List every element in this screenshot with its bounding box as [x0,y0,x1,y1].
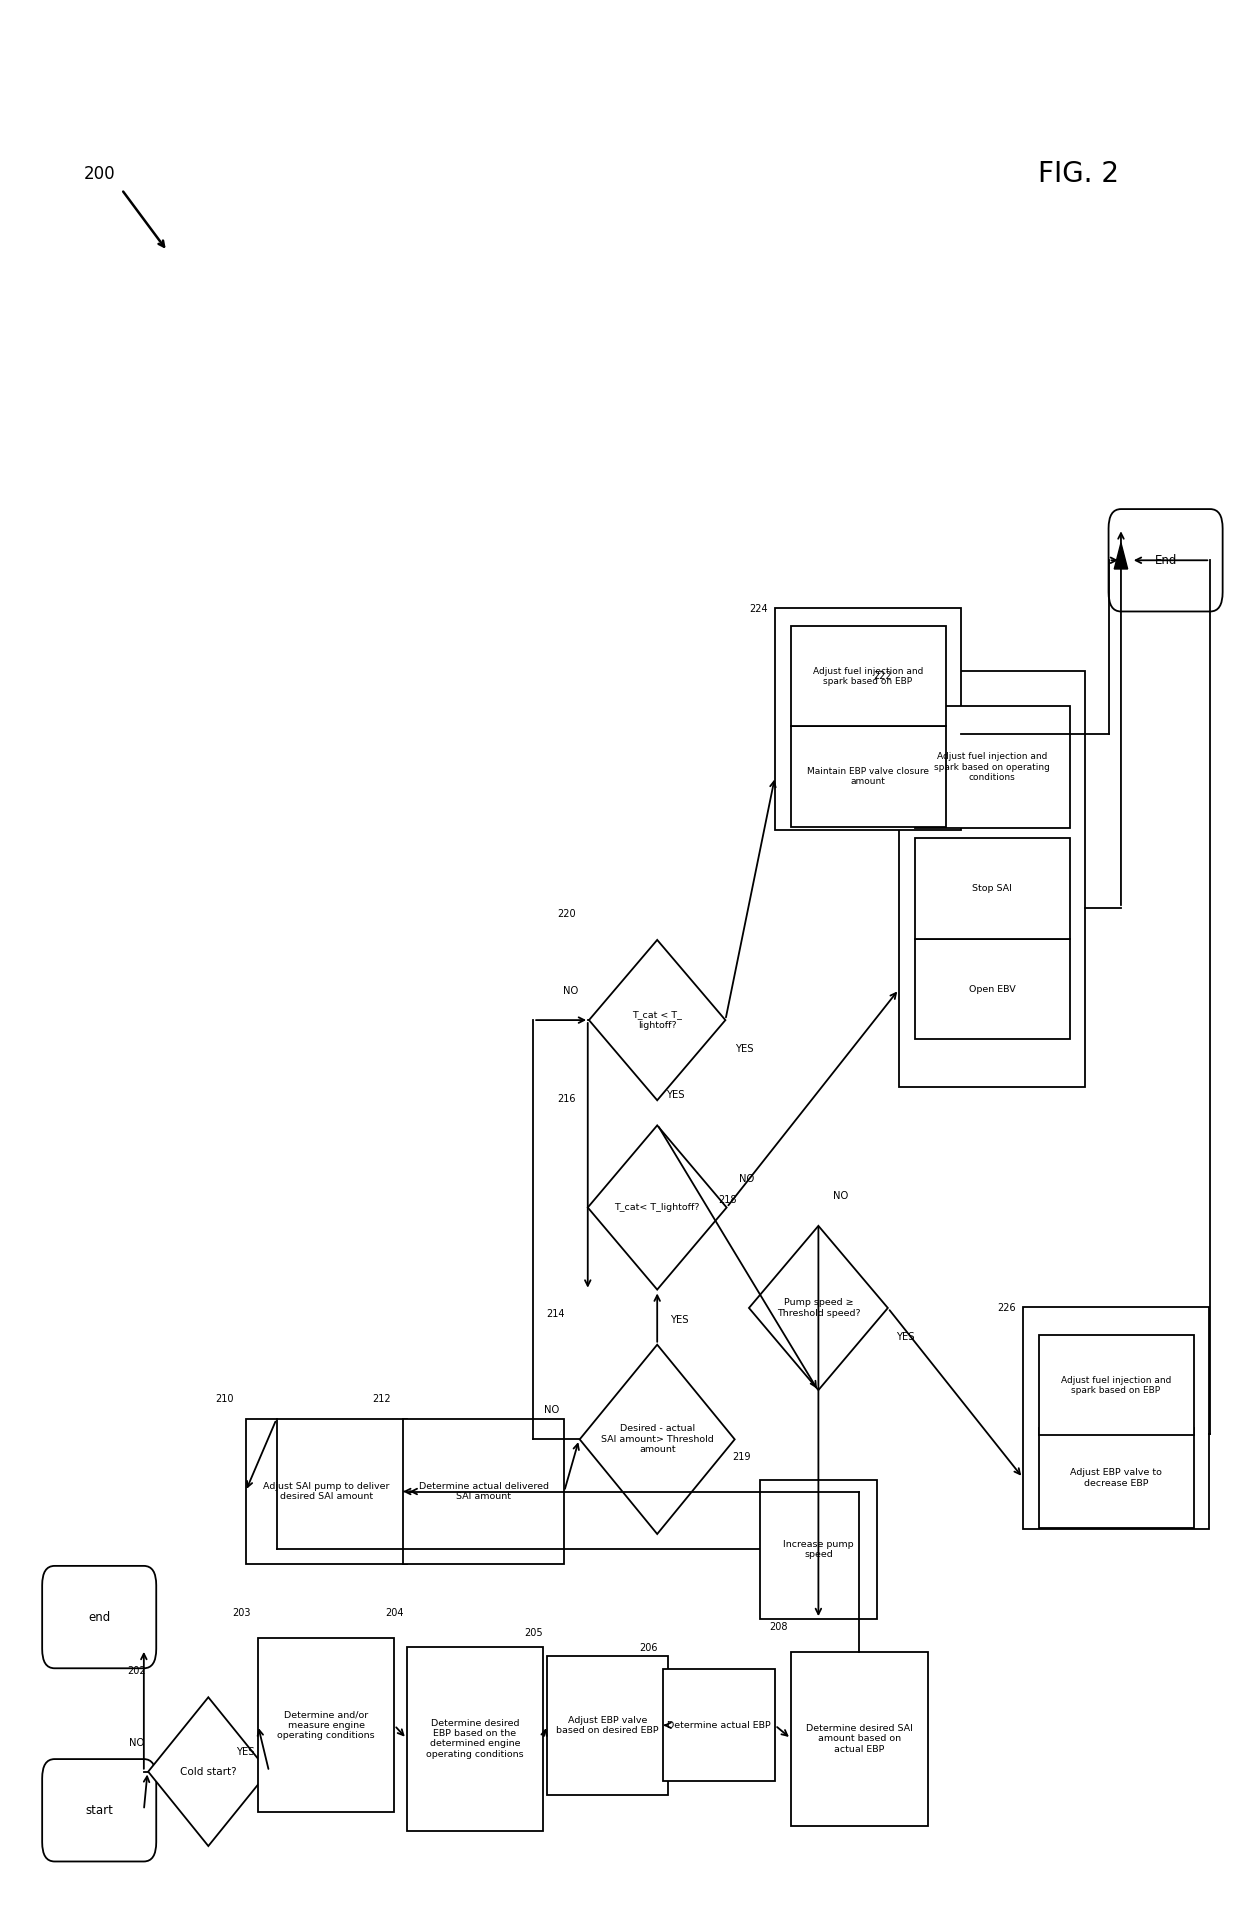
Polygon shape [1115,543,1127,568]
Text: YES: YES [667,1090,684,1101]
Bar [1023,1306,1209,1530]
Text: Open EBV: Open EBV [968,985,1016,993]
Text: NO: NO [739,1173,754,1184]
Bar [791,726,945,827]
Text: start: start [86,1804,113,1816]
Text: Adjust EBP valve to
decrease EBP: Adjust EBP valve to decrease EBP [1070,1468,1162,1488]
FancyBboxPatch shape [1109,508,1223,611]
Bar [915,838,1069,939]
Text: Adjust EBP valve
based on desired EBP: Adjust EBP valve based on desired EBP [557,1716,658,1735]
Text: Increase pump
speed: Increase pump speed [784,1540,853,1559]
Text: NO: NO [544,1405,559,1416]
Bar [759,1480,878,1619]
Text: 203: 203 [233,1607,250,1619]
Bar [246,1418,407,1565]
Text: YES: YES [735,1043,753,1055]
Bar [899,670,1085,1086]
Text: 226: 226 [997,1302,1017,1314]
Bar [403,1418,564,1565]
Text: 216: 216 [558,1094,575,1105]
Polygon shape [149,1696,269,1847]
Bar [915,705,1069,827]
Text: 220: 220 [557,908,577,920]
FancyBboxPatch shape [42,1565,156,1667]
Text: Stop SAI: Stop SAI [972,885,1012,893]
Text: FIG. 2: FIG. 2 [1038,160,1120,187]
Text: 210: 210 [216,1393,233,1405]
Text: 212: 212 [372,1393,392,1405]
Polygon shape [589,941,725,1099]
Text: Determine desired
EBP based on the
determined engine
operating conditions: Determine desired EBP based on the deter… [427,1719,523,1758]
Polygon shape [588,1124,727,1291]
Bar [791,626,945,726]
Text: 218: 218 [719,1194,737,1206]
Text: NO: NO [563,985,578,997]
Text: Adjust fuel injection and
spark based on operating
conditions: Adjust fuel injection and spark based on… [934,752,1050,782]
Text: YES: YES [897,1331,914,1343]
Text: Maintain EBP valve closure
amount: Maintain EBP valve closure amount [807,767,929,786]
Text: 219: 219 [733,1451,750,1463]
Text: YES: YES [671,1314,688,1325]
Bar [1039,1335,1193,1435]
Text: 224: 224 [749,603,769,614]
Text: Determine and/or
measure engine
operating conditions: Determine and/or measure engine operatin… [278,1710,374,1741]
Text: 200: 200 [83,164,115,184]
Text: Adjust fuel injection and
spark based on EBP: Adjust fuel injection and spark based on… [1060,1376,1172,1395]
Text: end: end [88,1611,110,1623]
Text: 202: 202 [126,1665,146,1677]
Text: Adjust SAI pump to deliver
desired SAI amount: Adjust SAI pump to deliver desired SAI a… [263,1482,389,1501]
Text: Determine desired SAI
amount based on
actual EBP: Determine desired SAI amount based on ac… [806,1723,913,1754]
Text: 204: 204 [386,1607,403,1619]
Text: Pump speed ≥
Threshold speed?: Pump speed ≥ Threshold speed? [776,1298,861,1318]
Bar [663,1669,775,1781]
Bar [547,1656,668,1795]
Text: 206: 206 [640,1642,657,1654]
Bar [407,1646,543,1832]
Text: T_cat< T_lightoff?: T_cat< T_lightoff? [615,1204,699,1211]
Text: 205: 205 [523,1627,543,1638]
Text: Adjust fuel injection and
spark based on EBP: Adjust fuel injection and spark based on… [812,667,924,686]
Text: Cold start?: Cold start? [180,1766,237,1777]
Bar [791,1652,928,1826]
Text: Desired - actual
SAI amount> Threshold
amount: Desired - actual SAI amount> Threshold a… [601,1424,713,1455]
Text: YES: YES [237,1747,254,1758]
Text: NO: NO [833,1190,848,1202]
Text: Determine actual EBP: Determine actual EBP [667,1721,771,1729]
Text: End: End [1154,554,1177,566]
Bar [258,1638,394,1812]
FancyBboxPatch shape [42,1758,156,1862]
Text: Determine actual delivered
SAI amount: Determine actual delivered SAI amount [419,1482,548,1501]
Bar [915,939,1069,1039]
Text: 222: 222 [873,670,893,682]
Text: NO: NO [129,1737,144,1748]
Bar [1039,1428,1193,1528]
Text: 214: 214 [547,1308,564,1320]
Polygon shape [580,1345,734,1534]
Bar [775,607,961,831]
Text: T_cat < T_
lightoff?: T_cat < T_ lightoff? [632,1010,682,1030]
Text: 208: 208 [770,1621,787,1633]
Polygon shape [749,1227,888,1391]
